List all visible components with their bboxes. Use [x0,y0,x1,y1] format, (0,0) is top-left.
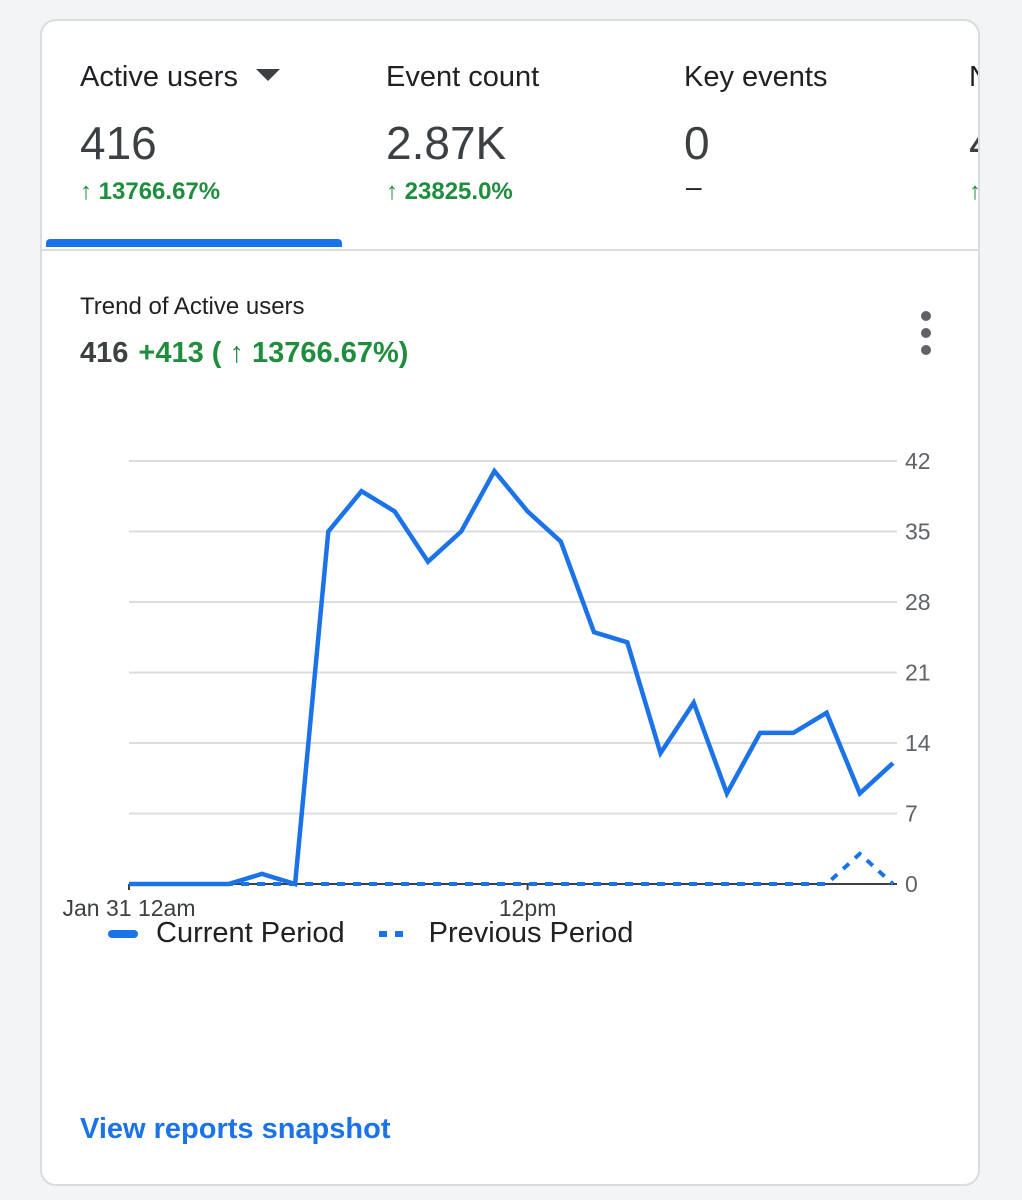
caret-down-icon[interactable] [255,69,280,82]
trend-total: 416 [80,337,129,369]
y-tick-label: 0 [905,871,918,897]
y-tick-label: 28 [905,589,931,615]
metric-label-key-events: Key events [684,61,828,93]
metric-tab-partial[interactable]: N 4 ↑ [969,21,980,247]
chart-legend: Current Period Previous Period [108,916,659,950]
trend-chart: 42 35 28 21 14 7 0 Jan 31 12am 12pm [63,448,931,921]
metric-tab-key-events[interactable]: Key events 0 – [684,21,954,247]
metric-label-active-users[interactable]: Active users [80,61,280,94]
selected-tab-indicator [46,239,342,247]
y-tick-label: 35 [905,519,931,545]
metric-change-key-events: – [686,171,702,202]
metric-value-event-count: 2.87K [386,117,507,169]
x-tick-label: 12pm [499,895,557,921]
x-tick-label: Jan 31 12am [63,895,196,921]
y-tick-label: 21 [905,660,931,686]
legend-previous-period[interactable]: Previous Period [378,917,633,950]
metric-change-active-users: ↑ 13766.67% [80,178,221,205]
trend-delta: +413 ( ↑ 13766.67%) [138,337,409,369]
metric-tabs: Active users 416 ↑ 13766.67% Event count… [42,21,978,251]
metric-value-key-events: 0 [684,117,710,169]
y-tick-label: 42 [905,448,931,474]
metric-tab-event-count[interactable]: Event count 2.87K ↑ 23825.0% [386,21,676,247]
metric-value-active-users: 416 [80,117,157,169]
trend-summary: 416 +413 ( ↑ 13766.67%) [80,337,408,370]
metric-label-partial: N [969,61,978,94]
chart-gridlines [129,460,897,885]
chart-y-ticks: 42 35 28 21 14 7 0 [905,448,931,897]
more-options-icon[interactable] [914,311,938,355]
view-reports-snapshot-link[interactable]: View reports snapshot [80,1113,391,1145]
y-tick-label: 7 [905,801,918,827]
legend-solid-swatch [108,930,138,939]
summary-card: Active users 416 ↑ 13766.67% Event count… [40,19,980,1186]
legend-dashed-swatch [378,931,409,938]
y-tick-label: 14 [905,730,931,756]
metric-change-partial: ↑ [969,178,980,205]
legend-current-period[interactable]: Current Period [108,917,345,950]
metric-value-partial: 4 [969,116,978,170]
chart-series [129,467,895,887]
metric-label-event-count: Event count [386,61,540,93]
chart-x-ticks: Jan 31 12am 12pm [63,884,557,921]
series-line-current-period [129,467,895,887]
trend-title: Trend of Active users [80,293,305,320]
metric-tab-active-users[interactable]: Active users 416 ↑ 13766.67% [80,21,370,247]
metric-change-event-count: ↑ 23825.0% [386,178,513,205]
